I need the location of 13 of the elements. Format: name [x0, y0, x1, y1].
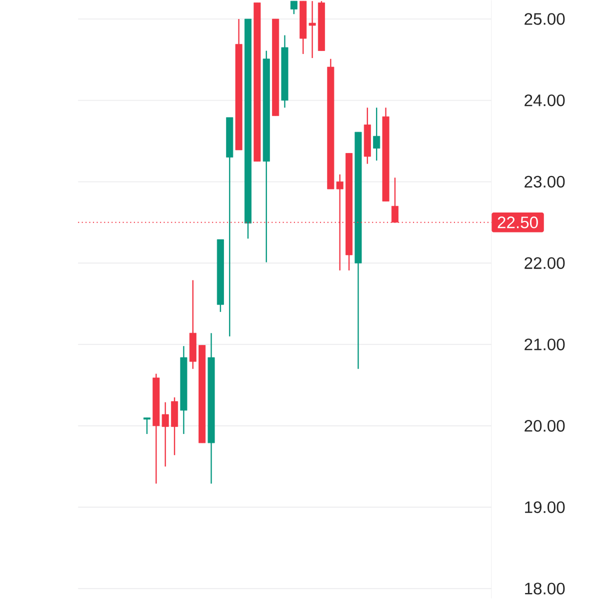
- candlestick: [290, 0, 298, 15]
- candlestick: [143, 417, 150, 435]
- candlestick: [308, 0, 316, 59]
- y-tick-label: 20.00: [524, 420, 565, 432]
- y-tick-label: 19.00: [525, 501, 565, 514]
- y-tick-label: 25.00: [524, 13, 565, 25]
- y-tick-label: 24.00: [524, 94, 565, 106]
- y-tick-label: 22.00: [524, 257, 565, 269]
- y-tick-label: 21.00: [524, 338, 565, 350]
- candlestick: [373, 107, 380, 162]
- ref-line-label: 22.50: [498, 216, 538, 228]
- y-tick-label: 18.00: [525, 582, 565, 594]
- y-tick-label: 23.00: [524, 176, 565, 188]
